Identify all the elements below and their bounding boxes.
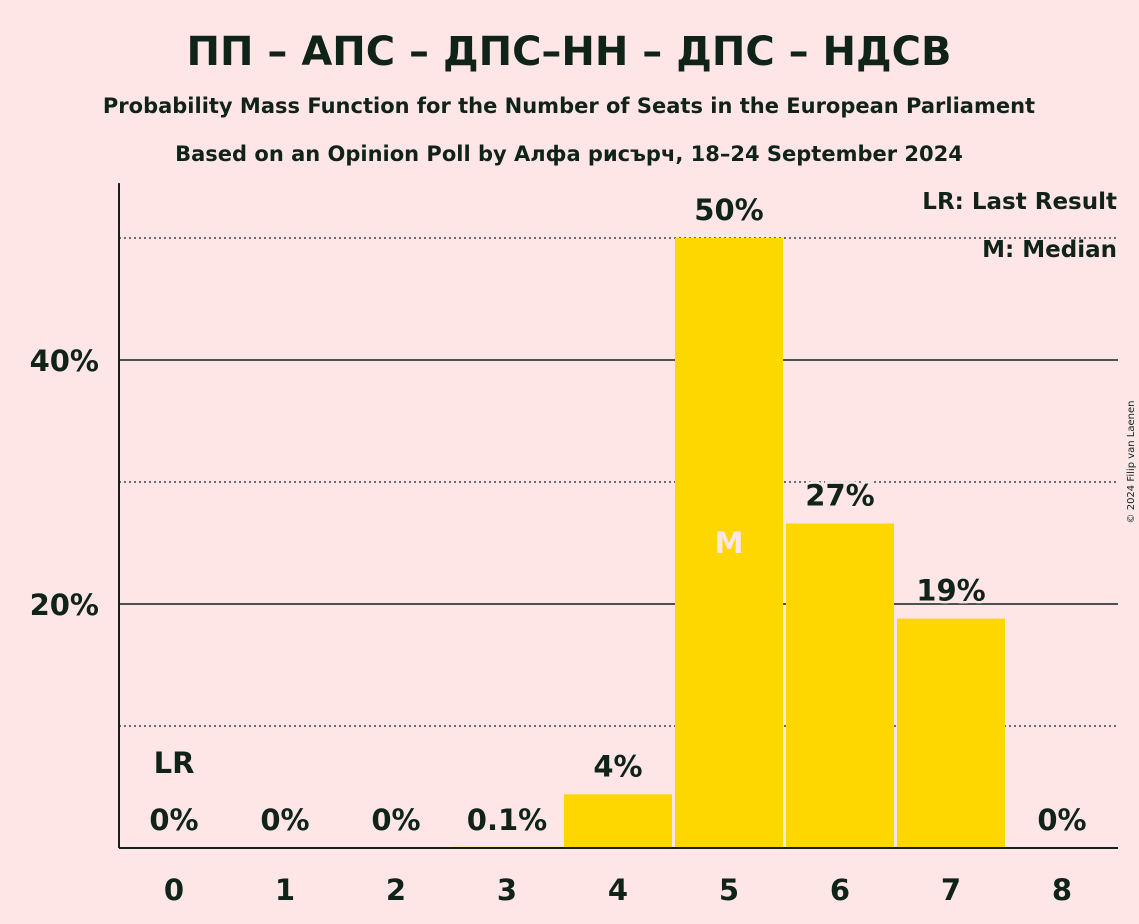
chart-title: ПП – АПС – ДПС–НН – ДПС – НДСВ (187, 29, 952, 75)
bar-4 (564, 794, 672, 848)
chart-subtitle: Probability Mass Function for the Number… (103, 94, 1035, 118)
gridlines (119, 237, 1118, 727)
bar-6 (786, 523, 894, 848)
data-label-2: 0% (371, 803, 420, 837)
data-label-0: 0% (149, 803, 198, 837)
x-tick-6: 6 (830, 873, 850, 907)
bar-5 (675, 238, 783, 848)
data-label-6: 27% (805, 478, 874, 512)
data-label-3: 0.1% (467, 803, 547, 837)
x-tick-1: 1 (275, 873, 295, 907)
data-labels: 0% LR 0% 0% 0.1% 4% 50% M 27% 19% 0% (149, 191, 1086, 838)
data-label-1: 0% (260, 803, 309, 837)
last-result-marker: LR (154, 746, 195, 780)
x-tick-2: 2 (386, 873, 406, 907)
bars (453, 238, 1005, 848)
data-label-5: 50% (694, 193, 763, 227)
data-label-4: 4% (593, 749, 642, 783)
x-tick-7: 7 (941, 873, 961, 907)
y-tick-20: 20% (30, 588, 99, 622)
legend-last-result: LR: Last Result (922, 189, 1117, 215)
x-tick-8: 8 (1052, 873, 1072, 907)
x-tick-5: 5 (719, 873, 739, 907)
y-tick-40: 40% (30, 344, 99, 378)
tick-labels: 0 1 2 3 4 5 6 7 8 20% 40% (30, 344, 1073, 907)
bar-7 (897, 618, 1005, 848)
copyright-note: © 2024 Filip van Laenen (1126, 401, 1137, 524)
median-marker: M (715, 526, 744, 560)
x-tick-3: 3 (497, 873, 517, 907)
axes (118, 183, 1118, 849)
data-label-7: 19% (916, 574, 985, 608)
legend-median: M: Median (982, 237, 1117, 263)
x-tick-0: 0 (164, 873, 184, 907)
x-tick-4: 4 (608, 873, 628, 907)
data-label-8: 0% (1037, 803, 1086, 837)
poll-source: Based on an Opinion Poll by Алфа рисърч,… (175, 142, 963, 166)
